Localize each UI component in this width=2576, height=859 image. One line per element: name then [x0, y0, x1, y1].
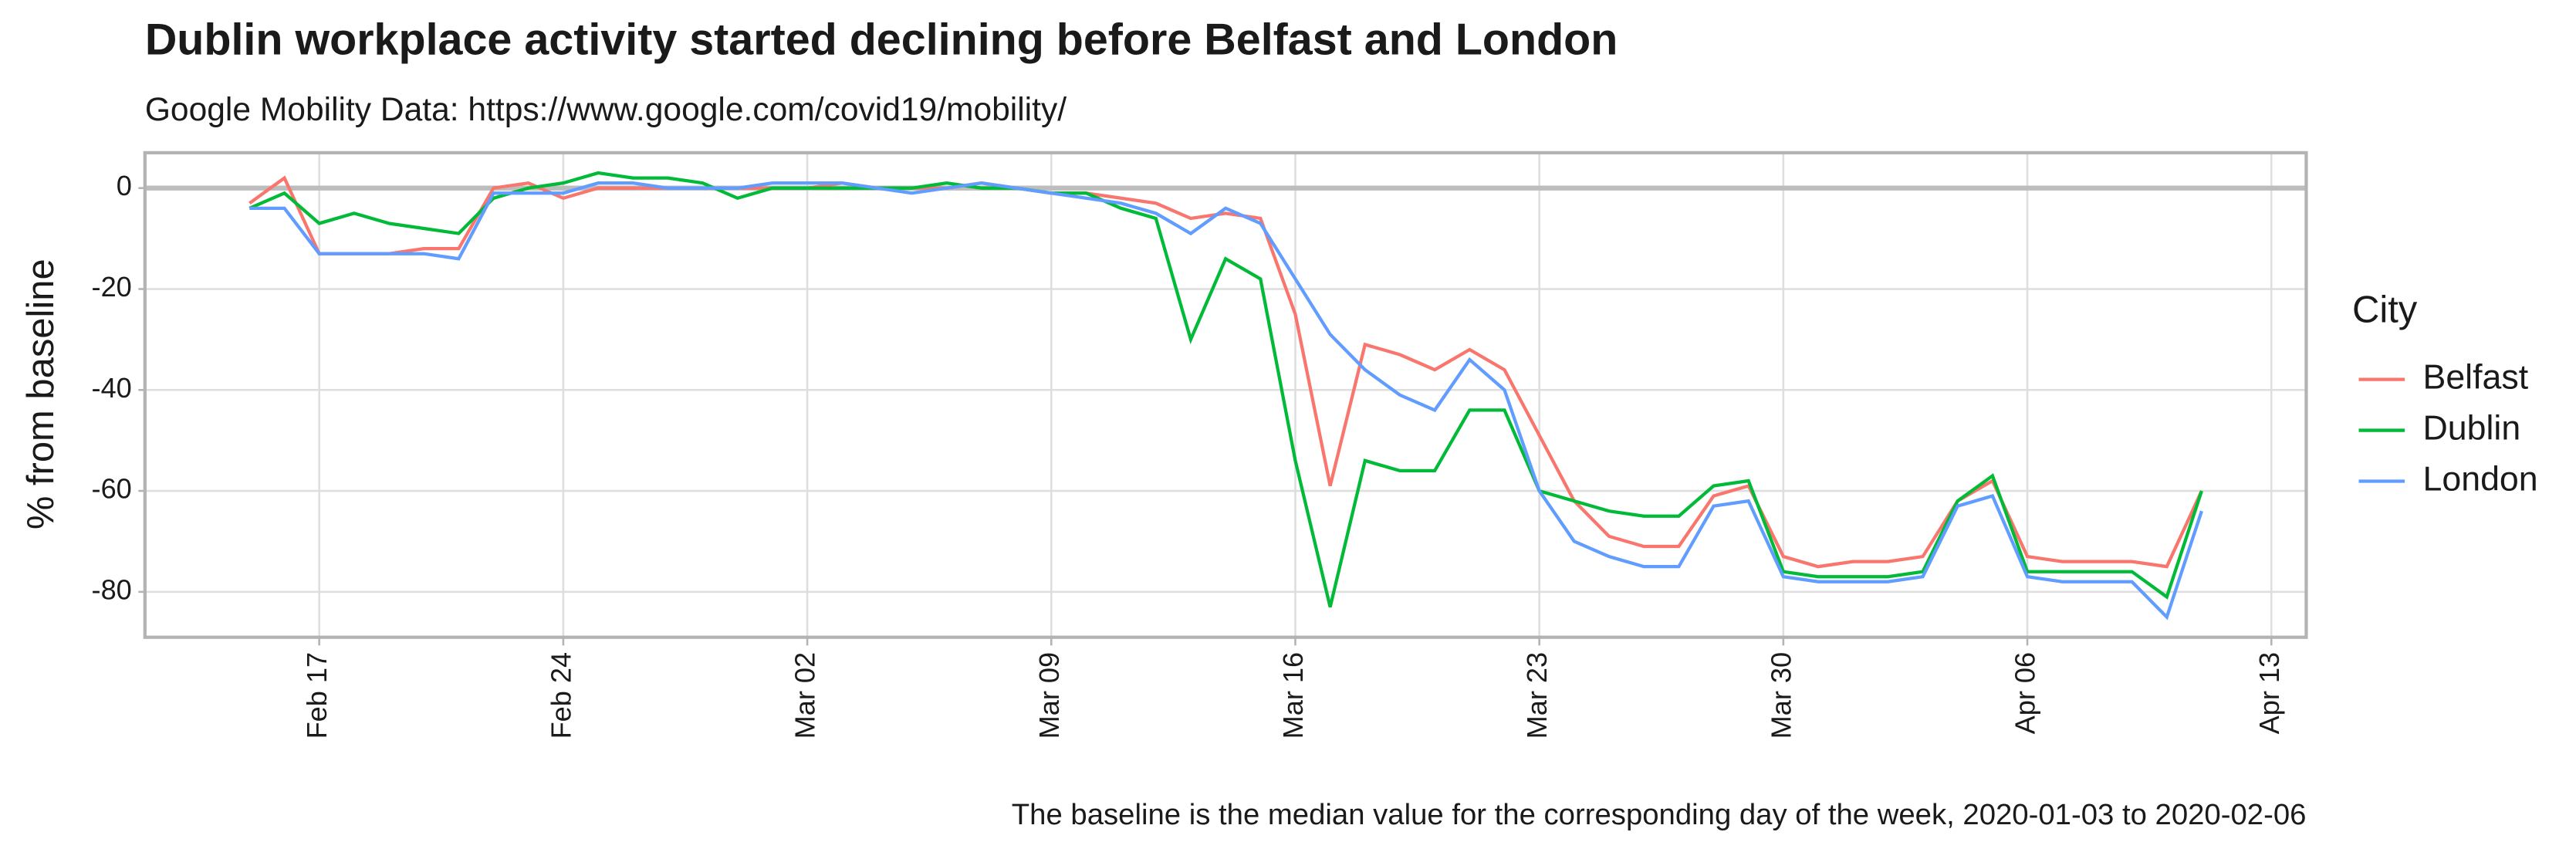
x-tick-label: Apr 13	[2253, 652, 2285, 735]
x-tick-label: Feb 17	[301, 652, 333, 739]
y-tick-label: -40	[92, 372, 132, 404]
caption: The baseline is the median value for the…	[1012, 798, 2307, 831]
x-tick-label: Apr 06	[2010, 652, 2041, 735]
x-tick-label: Mar 23	[1521, 652, 1553, 739]
legend-title: City	[2352, 289, 2418, 330]
legend-label: Dublin	[2423, 409, 2521, 447]
x-tick-label: Mar 02	[789, 652, 821, 739]
y-tick-label: -20	[92, 271, 132, 303]
legend-label: Belfast	[2423, 358, 2529, 396]
x-tick-label: Feb 24	[545, 652, 576, 739]
y-tick-label: 0	[117, 170, 132, 201]
x-tick-label: Mar 30	[1765, 652, 1797, 739]
legend-label: London	[2423, 460, 2538, 498]
x-tick-label: Mar 16	[1277, 652, 1309, 739]
series-line	[248, 171, 2203, 607]
y-tick-label: -80	[92, 573, 132, 605]
grid	[144, 152, 2307, 637]
y-tick-label: -60	[92, 473, 132, 505]
axes: -80 -60 -40 -20 0 Feb 17 Feb 24 Mar 02 Mar 09 Mar…	[92, 150, 2308, 739]
plot-area	[144, 171, 2307, 621]
series-line	[248, 175, 2203, 569]
x-tick-label: Mar 09	[1033, 652, 1065, 739]
series-line	[249, 181, 2203, 621]
legend: Belfast Dublin London	[2358, 358, 2538, 498]
y-axis-label: % from baseline	[20, 259, 62, 529]
chart-subtitle: Google Mobility Data: https://www.google…	[145, 91, 1067, 128]
panel-border	[143, 150, 2308, 639]
chart-title: Dublin workplace activity started declin…	[145, 15, 1618, 65]
